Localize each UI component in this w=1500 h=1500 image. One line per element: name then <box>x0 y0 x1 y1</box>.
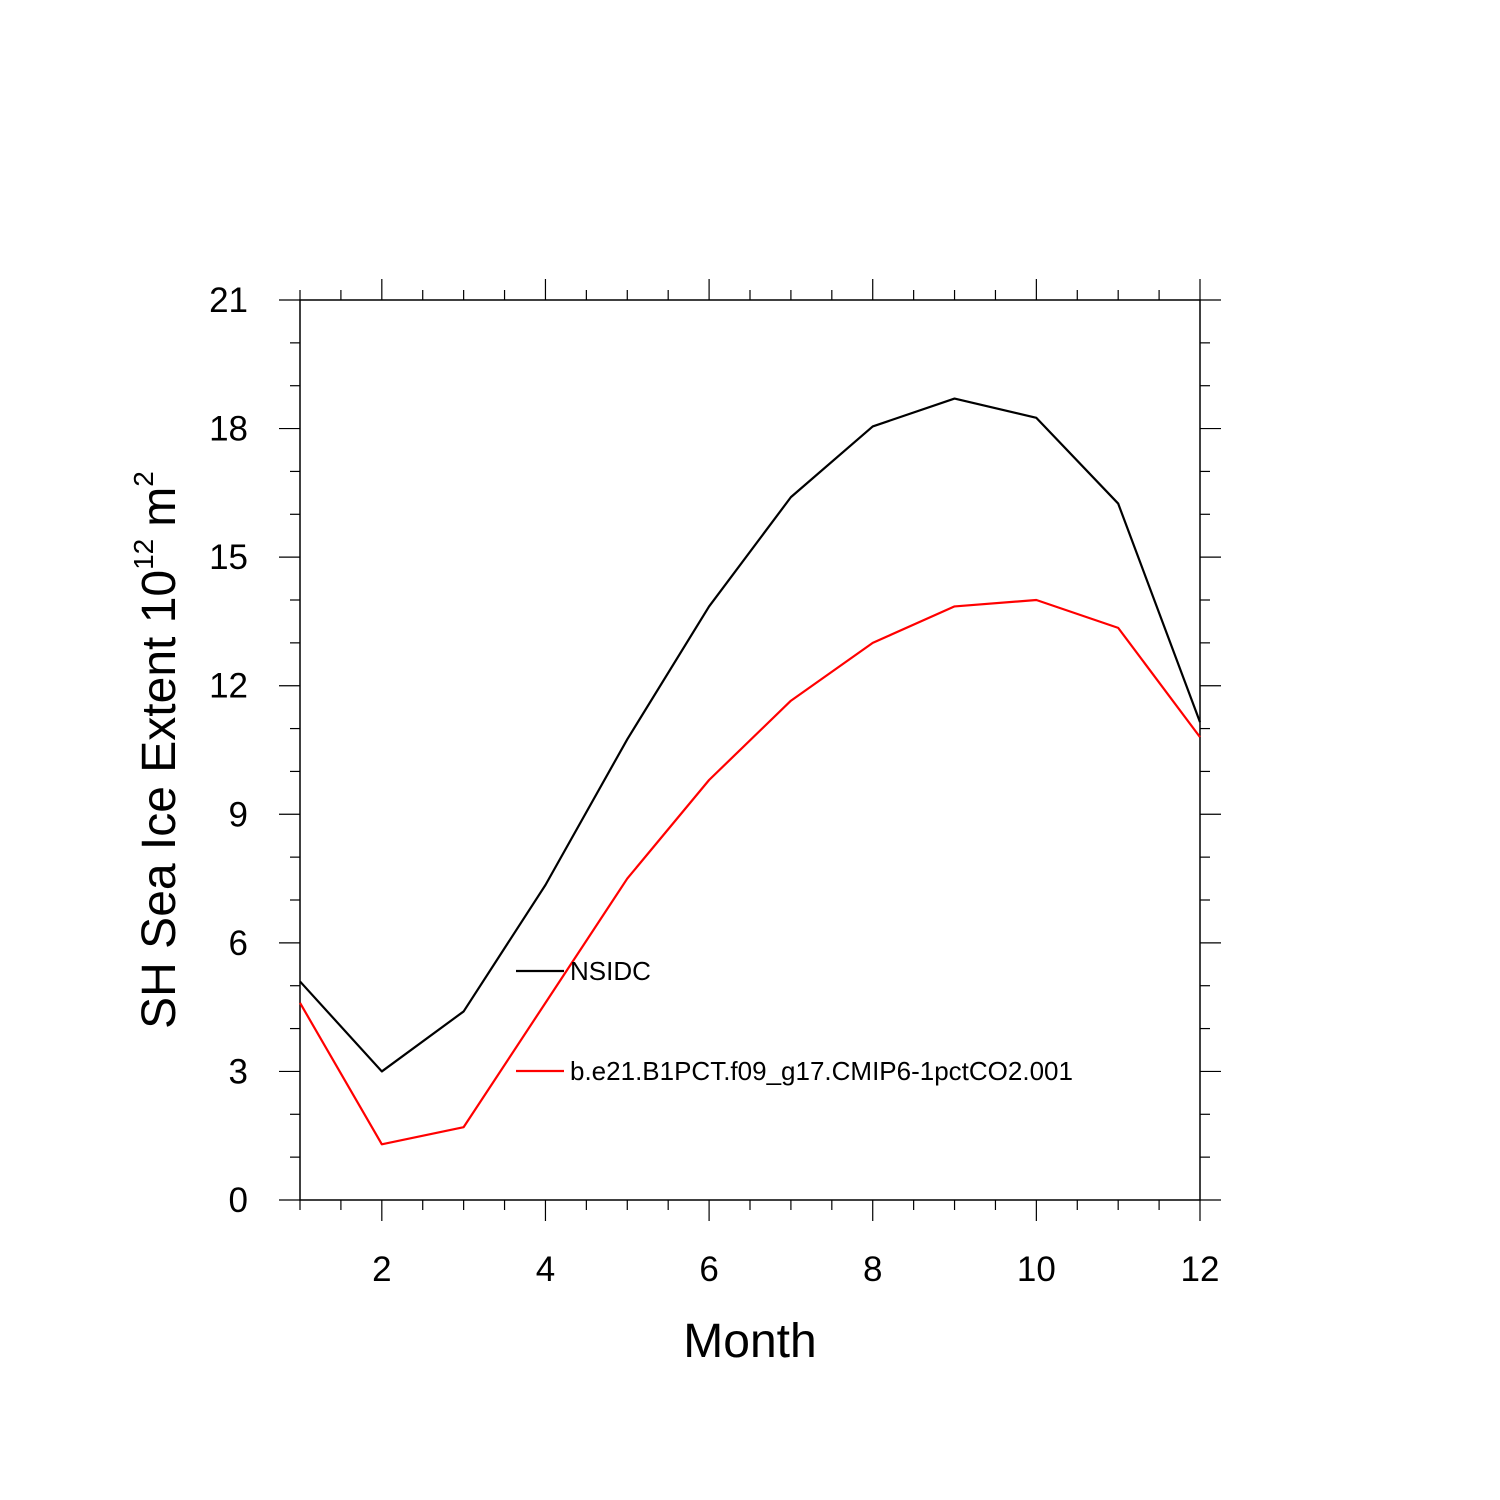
x-tick-label: 2 <box>372 1250 391 1289</box>
y-tick-label: 12 <box>209 667 248 706</box>
tick-labels: 2 4 6 8 10 12 0 3 6 9 12 15 18 21 <box>209 281 1219 1289</box>
x-tick-label: 10 <box>1017 1250 1056 1289</box>
y-axis-title-unit: m <box>133 487 186 527</box>
x-tick-label: 6 <box>699 1250 718 1289</box>
y-tick-label: 3 <box>229 1052 248 1091</box>
y-tick-label: 15 <box>209 538 248 577</box>
y-axis-title: SH Sea Ice Extent 1012 m2 <box>128 471 186 1029</box>
x-tick-label: 12 <box>1181 1250 1220 1289</box>
legend-label-1: NSIDC <box>570 956 651 986</box>
x-axis-title: Month <box>683 1315 816 1368</box>
y-axis-title-exponent: 12 <box>128 539 159 570</box>
y-tick-label: 6 <box>229 924 248 963</box>
y-tick-label: 0 <box>229 1181 248 1220</box>
legend-label-2: b.e21.B1PCT.f09_g17.CMIP6-1pctCO2.001 <box>570 1056 1073 1086</box>
series-line-1 <box>299 397 1202 1073</box>
axis-ticks <box>279 279 1221 1221</box>
x-tick-label: 8 <box>863 1250 882 1289</box>
series-line-2 <box>299 598 1201 1146</box>
y-tick-label: 21 <box>209 281 248 320</box>
y-axis-title-main: SH Sea Ice Extent 10 <box>133 570 186 1029</box>
y-tick-label: 18 <box>209 410 248 449</box>
y-axis-title-unit-exponent: 2 <box>128 471 159 487</box>
x-tick-label: 4 <box>536 1250 555 1289</box>
series-lines <box>299 397 1202 1146</box>
legend: NSIDC b.e21.B1PCT.f09_g17.CMIP6-1pctCO2.0… <box>516 956 1073 1086</box>
y-tick-label: 9 <box>229 795 248 834</box>
